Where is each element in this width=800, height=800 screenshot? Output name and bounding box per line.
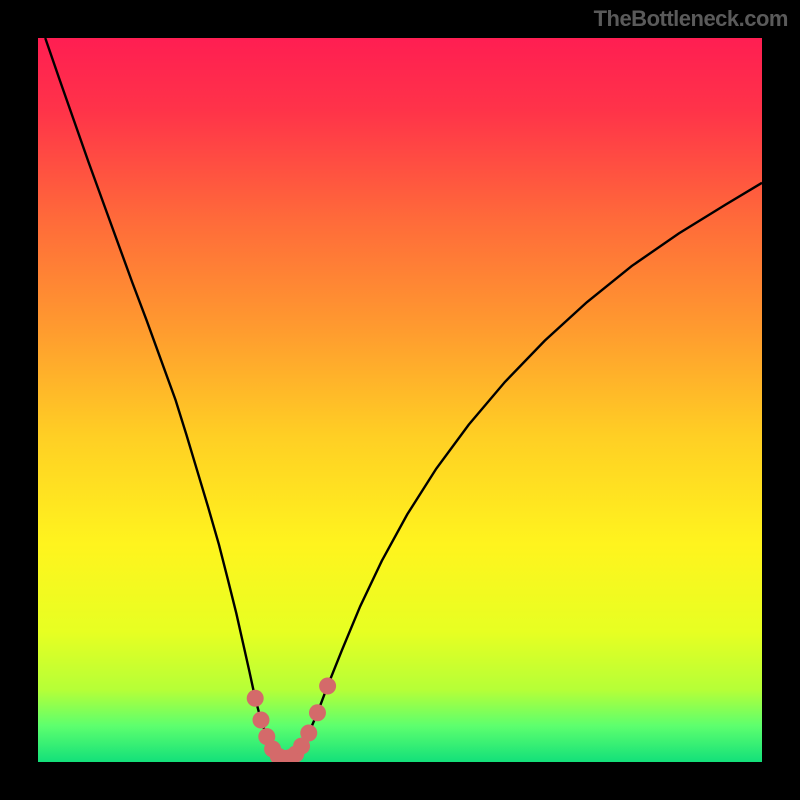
marker-dot (252, 712, 269, 729)
plot-area (38, 38, 762, 762)
marker-dot (309, 704, 326, 721)
marker-dot (300, 725, 317, 742)
chart-svg (38, 38, 762, 762)
marker-dot (319, 677, 336, 694)
bottleneck-curve (45, 38, 762, 758)
marker-dot (247, 690, 264, 707)
marker-group (247, 677, 336, 762)
watermark-text: TheBottleneck.com (594, 6, 788, 32)
